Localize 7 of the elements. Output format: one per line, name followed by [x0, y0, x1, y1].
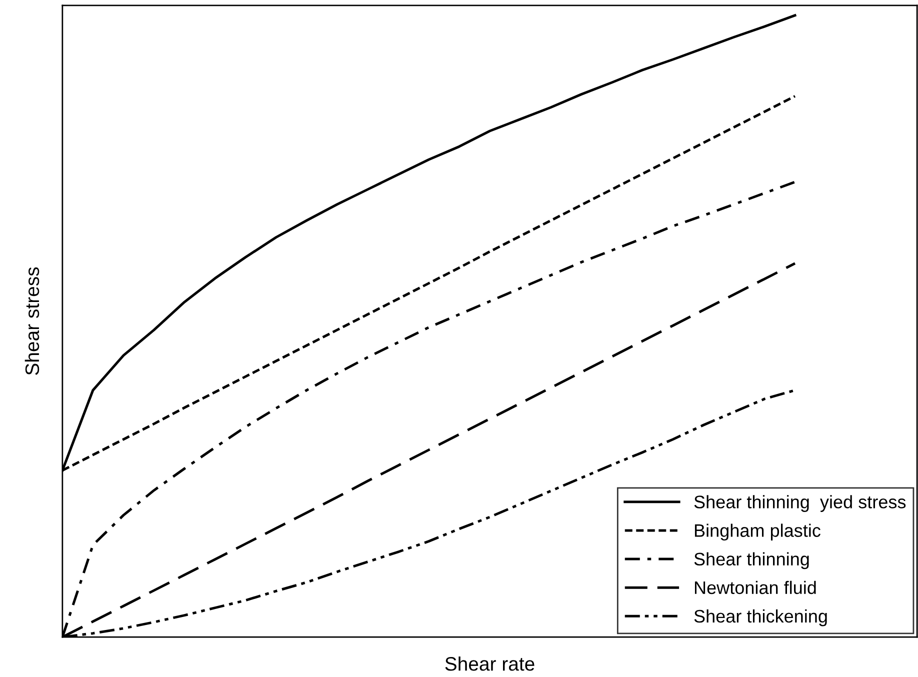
x-axis-title: Shear rate	[445, 656, 534, 671]
legend-label: Newtonian fluid	[694, 580, 816, 594]
legend-label: Bingham plastic	[694, 524, 820, 541]
legend-label: Shear thinning	[694, 552, 809, 570]
y-axis-title: Shear stress	[24, 267, 40, 375]
legend-label: Shear thinning yied stress	[694, 495, 906, 512]
legend-label: Shear thickening	[694, 609, 827, 626]
